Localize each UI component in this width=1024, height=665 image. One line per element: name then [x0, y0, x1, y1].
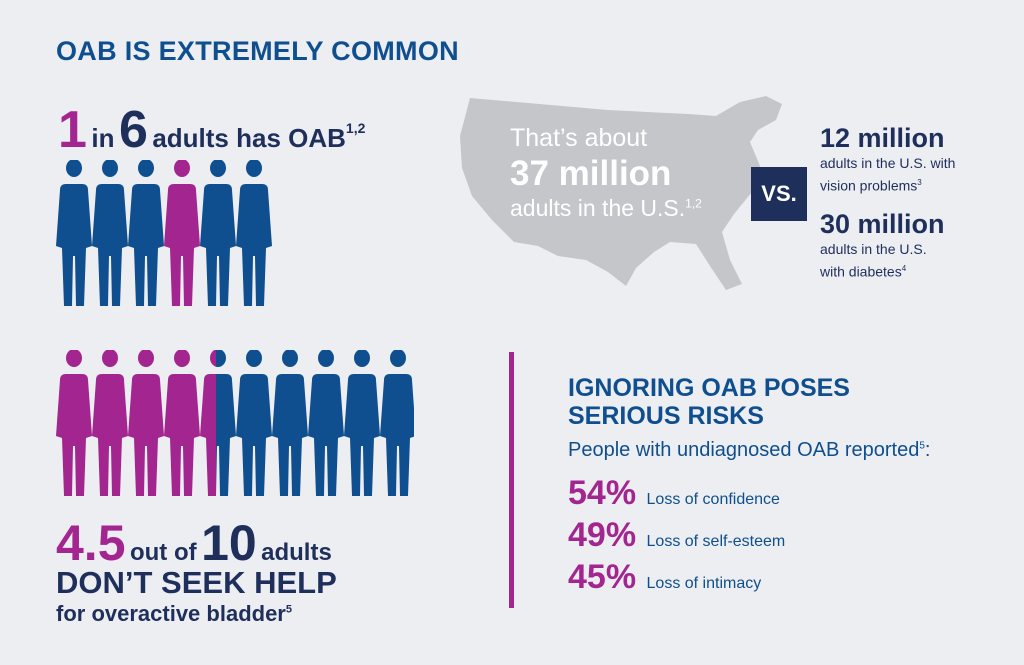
comparison-diabetes: 30 million adults in the U.S. with diabe…: [820, 209, 945, 282]
person-icon-blue: [272, 350, 308, 496]
risk-label: Loss of self-esteem: [646, 533, 786, 550]
prevalence-sup: 1,2: [345, 120, 366, 136]
help-out-of: out of: [129, 539, 197, 566]
headline: OAB IS EXTREMELY COMMON: [56, 36, 459, 66]
person-icon-blue: [380, 350, 414, 496]
help-num1: 4.5: [56, 515, 126, 571]
comparison-number: 12 million: [820, 123, 945, 153]
risk-percent: 45%: [568, 558, 637, 596]
comparison-desc: adults in the U.S.: [820, 241, 927, 257]
comparison-desc: vision problems3: [820, 177, 922, 194]
us-map: [458, 96, 798, 297]
person-icon-blue: [308, 350, 344, 496]
risk-percent: 49%: [568, 516, 637, 554]
person-icon-blue: [216, 350, 236, 496]
person-icon: [128, 160, 164, 306]
risk-percent: 54%: [568, 474, 637, 512]
comparison-desc: adults in the U.S. with: [820, 155, 956, 171]
comparison-desc: with diabetes4: [820, 263, 907, 280]
help-num2: 10: [201, 515, 257, 571]
person-icon: [236, 160, 272, 306]
person-icon-highlighted: [164, 160, 200, 306]
map-line3: adults in the U.S.1,2: [510, 195, 702, 221]
vs-badge: VS.: [751, 167, 807, 221]
risk-label: Loss of confidence: [646, 491, 780, 508]
person-icon-magenta: [128, 350, 164, 496]
help-line2: DON’T SEEK HELP: [56, 565, 337, 600]
people-ten-figure: [56, 350, 414, 496]
section-divider: [509, 352, 514, 608]
risks-intro: People with undiagnosed OAB reported5:: [568, 439, 931, 461]
risks-title: IGNORING OAB POSES SERIOUS RISKS: [568, 374, 850, 430]
help-line3: for overactive bladder5: [56, 601, 292, 626]
prevalence-in: in: [91, 123, 115, 153]
person-icon-blue: [236, 350, 272, 496]
person-icon-magenta: [200, 350, 216, 496]
person-icon: [92, 160, 128, 306]
person-icon-magenta: [92, 350, 128, 496]
people-six-figure: [56, 160, 272, 306]
risk-item: 45% Loss of intimacy: [568, 558, 761, 597]
person-icon-blue: [344, 350, 380, 496]
risk-item: 49% Loss of self-esteem: [568, 516, 785, 555]
prevalence-num2: 6: [118, 101, 148, 159]
prevalence-num1: 1: [58, 101, 87, 159]
map-line2: 37 million: [510, 154, 672, 193]
risk-item: 54% Loss of confidence: [568, 474, 780, 513]
map-caption: That’s about 37 million adults in the U.…: [510, 124, 702, 222]
help-statement: 4.5 out of 10 adults: [56, 514, 332, 572]
us-map-icon: [460, 96, 782, 290]
comparison-vision: 12 million adults in the U.S. with visio…: [820, 123, 955, 196]
person-icon-magenta: [164, 350, 200, 496]
prevalence-statement: 1 in 6 adults has OAB1,2: [58, 104, 365, 156]
person-icon: [56, 160, 92, 306]
people-row-ten: [54, 350, 414, 496]
risk-label: Loss of intimacy: [646, 575, 762, 592]
map-line1: That’s about: [510, 124, 648, 152]
person-icon: [200, 160, 236, 306]
people-row-six: [54, 160, 274, 306]
comparison-number: 30 million: [820, 209, 945, 239]
prevalence-rest: adults has OAB: [152, 123, 346, 153]
person-icon-magenta: [56, 350, 92, 496]
help-adults: adults: [261, 539, 332, 566]
